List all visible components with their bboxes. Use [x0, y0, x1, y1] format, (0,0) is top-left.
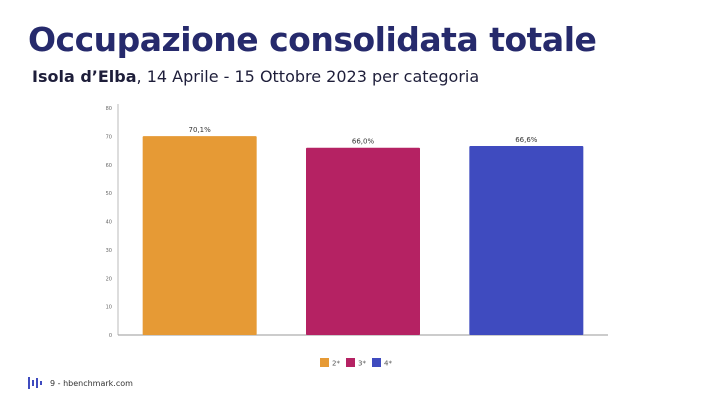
- bar-2*: [142, 136, 257, 335]
- y-tick-label: 50: [106, 191, 112, 197]
- legend-swatch: [372, 358, 381, 367]
- hbenchmark-logo-icon: [28, 377, 44, 389]
- data-label: 66,0%: [352, 138, 375, 146]
- y-tick-label: 20: [106, 276, 112, 282]
- y-tick-label: 80: [106, 106, 112, 112]
- data-label: 66,6%: [515, 136, 538, 144]
- y-tick-label: 10: [106, 305, 112, 311]
- footer-text: 9 - hbenchmark.com: [50, 378, 133, 388]
- legend-label: 4*: [384, 360, 392, 368]
- y-tick-label: 30: [106, 248, 112, 254]
- subtitle-location: Isola d’Elba: [32, 67, 137, 86]
- y-tick-label: 0: [109, 333, 112, 339]
- legend-label: 3*: [358, 360, 366, 368]
- legend-swatch: [320, 358, 329, 367]
- data-label: 70,1%: [189, 126, 212, 134]
- y-tick-label: 70: [106, 134, 112, 140]
- legend-label: 2*: [332, 360, 340, 368]
- bar-3*: [306, 147, 420, 335]
- footer: 9 - hbenchmark.com: [28, 377, 133, 389]
- page-subtitle: Isola d’Elba, 14 Aprile - 15 Ottobre 202…: [32, 67, 479, 86]
- y-tick-label: 60: [106, 163, 112, 169]
- subtitle-period: , 14 Aprile - 15 Ottobre 2023 per catego…: [136, 67, 480, 86]
- legend-swatch: [346, 358, 355, 367]
- y-tick-label: 40: [106, 220, 112, 226]
- page-title: Occupazione consolidata totale: [28, 20, 597, 59]
- bar-4*: [469, 146, 584, 335]
